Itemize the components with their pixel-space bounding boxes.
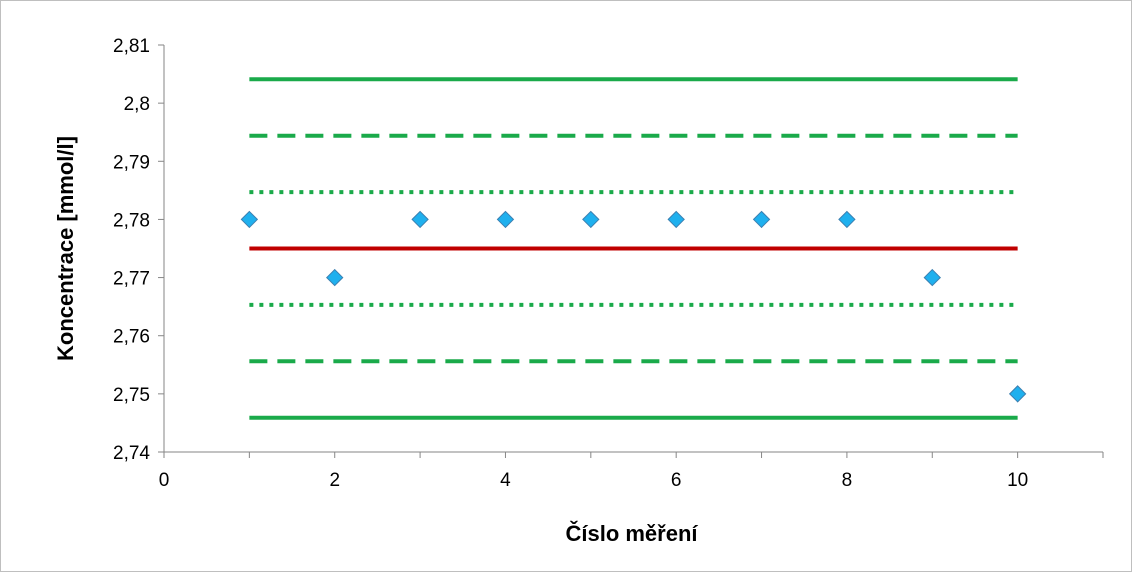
data-point [838,210,856,229]
y-tick-label: 2,81 [113,36,150,57]
x-tick-label: 6 [671,470,682,491]
y-tick-label: 2,79 [113,152,150,173]
y-tick-label: 2,74 [113,443,150,464]
data-point [496,210,515,229]
x-tick-label: 4 [500,470,511,491]
data-point [667,210,685,229]
x-tick-label: 8 [842,470,853,491]
x-tick-label: 0 [159,470,170,491]
y-tick-label: 2,76 [113,327,150,348]
data-point [582,210,600,229]
y-tick-label: 2,77 [113,269,150,290]
tick-labels: 2,74 2,75 2,76 2,77 2,78 2,79 2,8 2,81 0 2 4 6 8 10 [113,36,1028,491]
data-point [752,210,771,229]
data-point [923,268,941,287]
x-axis-title: Číslo měření [565,521,698,546]
reference-lines [249,77,1018,420]
x-tick-label: 10 [1007,470,1028,491]
y-axis-title: Koncentrace [mmol/l] [53,136,78,361]
x-tick-label: 2 [329,470,340,491]
axes [158,44,1104,458]
data-point [1008,385,1027,403]
y-tick-label: 2,75 [113,385,150,406]
data-point [240,210,259,229]
data-points [240,210,1027,403]
data-point [326,268,344,287]
y-tick-label: 2,78 [113,210,150,231]
y-tick-label: 2,8 [124,94,150,115]
data-point [411,210,429,229]
